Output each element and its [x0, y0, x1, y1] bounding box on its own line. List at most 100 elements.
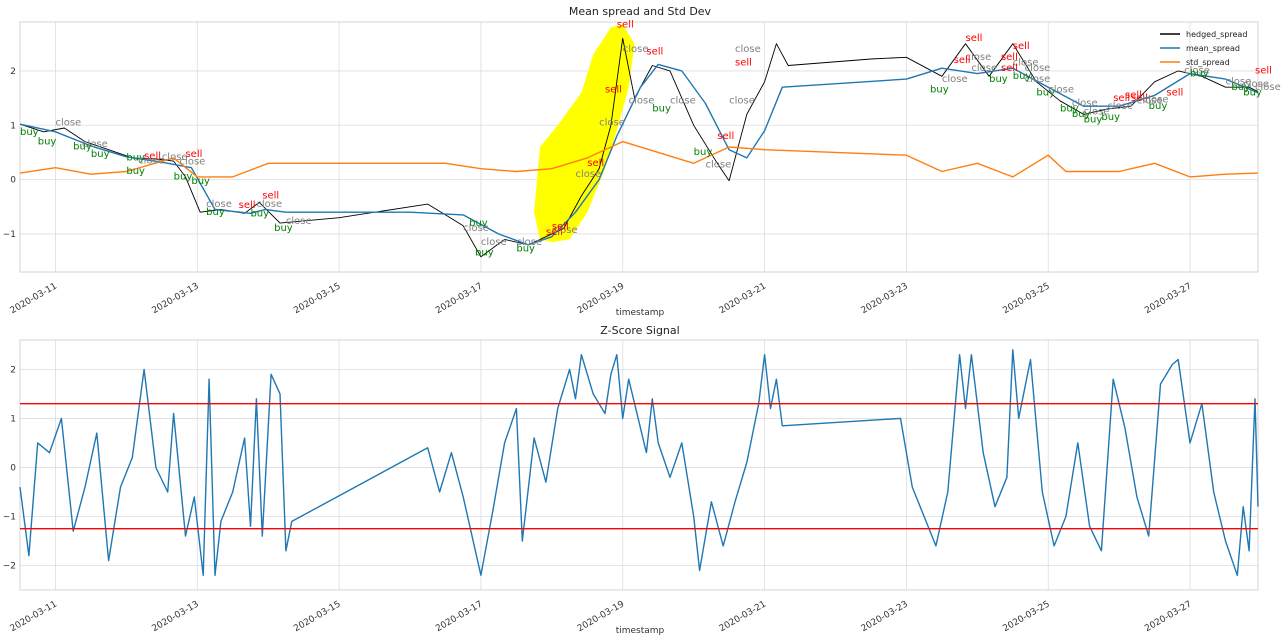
trade-annotation-close: close [1048, 85, 1074, 96]
trade-annotation-sell: sell [965, 33, 982, 44]
trade-annotation-buy: buy [694, 147, 713, 158]
trade-annotation-sell: sell [1125, 90, 1142, 101]
trade-annotation-close: close [670, 96, 696, 107]
trade-annotation-sell: sell [1113, 93, 1130, 104]
trade-annotation-close: close [82, 139, 108, 150]
zscore-x-tick-label: 2020-03-23 [860, 599, 910, 634]
trade-annotation-sell: sell [954, 55, 971, 66]
zscore-x-tick-label: 2020-03-27 [1143, 599, 1193, 634]
trade-annotation-buy: buy [1243, 87, 1262, 98]
legend-label-mean-spread: mean_spread [1186, 44, 1240, 53]
trade-annotation-close: close [1243, 79, 1269, 90]
trade-annotation-sell: sell [605, 85, 622, 96]
zscore-y-tick-label: −2 [3, 561, 16, 571]
trade-annotation-close: close [180, 156, 206, 167]
zscore-series-line [19, 349, 1259, 576]
trade-annotation-buy: buy [73, 142, 92, 153]
zscore-x-tick-label: 2020-03-25 [1001, 599, 1051, 634]
trade-annotation-close: close [575, 169, 601, 180]
trade-annotation-sell: sell [617, 19, 634, 30]
std-spread-series-line [19, 140, 1259, 178]
trade-annotation-buy: buy [1231, 82, 1250, 93]
trade-annotation-sell: sell [717, 131, 734, 142]
zscore-chart-x-axis-label: timestamp [616, 626, 665, 636]
trade-annotation-close: close [481, 237, 507, 248]
trade-annotation-sell: sell [239, 200, 256, 211]
legend-label-hedged-spread: hedged_spread [1186, 30, 1247, 39]
trade-annotation-buy: buy [274, 223, 293, 234]
trade-annotation-buy: buy [1084, 115, 1103, 126]
trade-annotation-buy: buy [1060, 104, 1079, 115]
mean-spread-series-line [19, 63, 1259, 246]
zscore-y-tick-label: 1 [10, 414, 16, 424]
trade-annotation-close: close [206, 199, 232, 210]
trade-annotation-buy: buy [1036, 87, 1055, 98]
trade-annotation-sell: sell [546, 227, 563, 238]
zscore-chart-title: Z-Score Signal [600, 324, 679, 337]
zscore-y-tick-label: 2 [10, 365, 16, 375]
trade-annotation-buy: buy [930, 85, 949, 96]
spread-y-tick-label: 2 [10, 67, 16, 77]
trade-annotation-sell: sell [262, 191, 279, 202]
spread-y-tick-label: −1 [3, 230, 16, 240]
zscore-x-tick-label: 2020-03-21 [718, 599, 768, 634]
spread-chart-legend: hedged_spread mean_spread std_spread [1160, 30, 1247, 67]
spread-chart-title: Mean spread and Std Dev [569, 5, 712, 18]
trade-annotation-close: close [629, 96, 655, 107]
trade-annotation-sell: sell [144, 151, 161, 162]
trade-annotation-sell: sell [1255, 66, 1272, 77]
trade-annotation-close: close [971, 63, 997, 74]
trade-annotation-buy: buy [126, 166, 145, 177]
trade-annotation-close: close [1143, 94, 1169, 105]
trade-annotation-buy: buy [126, 153, 145, 164]
trade-annotation-buy: buy [38, 136, 57, 147]
zscore-plot-frame [19, 339, 1259, 591]
trade-annotation-close: close [138, 155, 164, 166]
trade-annotation-close: close [623, 44, 649, 55]
spread-x-tick-label: 2020-03-27 [1143, 281, 1193, 316]
trade-annotation-buy: buy [191, 176, 210, 187]
trade-annotation-close: close [965, 52, 991, 63]
legend-label-std-spread: std_spread [1186, 58, 1230, 67]
trade-annotation-buy: buy [174, 172, 193, 183]
trade-annotation-buy: buy [20, 127, 39, 138]
spread-x-tick-label: 2020-03-23 [860, 281, 910, 316]
trade-annotation-buy: buy [475, 248, 494, 259]
hedged-spread-series-line [19, 37, 1259, 258]
trade-annotation-close: close [942, 74, 968, 85]
trade-annotation-close: close [1137, 96, 1163, 107]
zscore-chart-panel: Z-Score Signal timestamp 2020-03-11 2020-… [3, 324, 1259, 636]
trade-annotation-close: close [1184, 66, 1210, 77]
zscore-x-tick-label: 2020-03-13 [150, 599, 200, 634]
trade-annotation-sell: sell [646, 47, 663, 58]
trade-annotation-sell: sell [1001, 52, 1018, 63]
spread-x-tick-label: 2020-03-25 [1001, 281, 1051, 316]
zscore-x-tick-label: 2020-03-15 [292, 599, 342, 634]
trade-annotation-close: close [1225, 77, 1251, 88]
spread-chart-panel: Mean spread and Std Dev timestamp 2020-0… [3, 5, 1281, 318]
trade-annotation-close: close [552, 225, 578, 236]
trade-annotation-close: close [55, 117, 81, 128]
trade-annotation-sell: sell [1131, 93, 1148, 104]
trade-annotation-close: close [729, 96, 755, 107]
trade-annotation-buy: buy [1072, 109, 1091, 120]
trade-annotation-close: close [162, 152, 188, 163]
trade-annotation-buy: buy [989, 74, 1008, 85]
trade-annotation-sell: sell [1166, 87, 1183, 98]
spread-x-tick-label: 2020-03-21 [718, 281, 768, 316]
trade-annotation-sell: sell [1013, 41, 1030, 52]
trade-annotation-sell: sell [185, 149, 202, 160]
zscore-x-tick-label: 2020-03-17 [434, 599, 484, 634]
spread-x-tick-label: 2020-03-15 [292, 281, 342, 316]
trade-annotation-sell: sell [735, 57, 752, 68]
trade-annotation-close: close [1013, 57, 1039, 68]
trade-annotation-buy: buy [469, 218, 488, 229]
trade-annotation-close: close [1072, 98, 1098, 109]
trade-annotation-sell: sell [587, 158, 604, 169]
zscore-y-tick-label: 0 [10, 463, 16, 473]
trade-annotation-close: close [286, 216, 312, 227]
yellow-highlight-region [534, 24, 635, 243]
spread-y-tick-label: 1 [10, 121, 16, 131]
trade-annotation-close: close [1084, 106, 1110, 117]
